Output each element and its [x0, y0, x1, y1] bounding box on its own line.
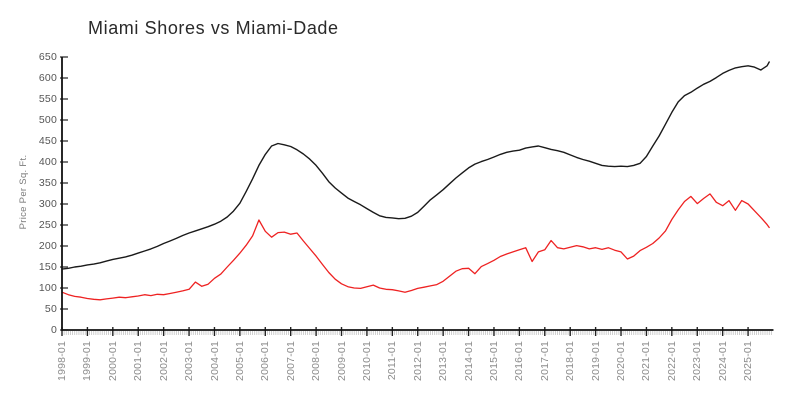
y-tick-label: 50 — [44, 303, 57, 315]
y-tick-label: 450 — [38, 135, 57, 147]
x-tick-label: 2011-01 — [386, 341, 399, 381]
chart-title: Miami Shores vs Miami-Dade — [88, 18, 339, 38]
x-tick-label: 1999-01 — [81, 341, 94, 381]
x-tick-label: 2014-01 — [462, 341, 475, 381]
x-tick-label: 2010-01 — [360, 341, 373, 381]
x-tick-label: 2004-01 — [208, 341, 221, 381]
x-axis-minor-ticks — [61, 331, 772, 335]
y-tick-label: 100 — [38, 282, 57, 294]
y-tick-label: 300 — [38, 198, 57, 210]
miami-dade-line — [61, 193, 770, 301]
x-tick-label: 2023-01 — [691, 341, 704, 381]
x-tick-label: 2006-01 — [259, 341, 272, 381]
x-tick-label: 2021-01 — [640, 341, 653, 381]
x-tick-label: 2024-01 — [716, 341, 729, 381]
x-tick-label: 2025-01 — [742, 341, 755, 381]
x-tick-label: 2005-01 — [233, 341, 246, 381]
x-tick-label: 2008-01 — [310, 341, 323, 381]
x-tick-label: 2019-01 — [589, 341, 602, 381]
y-tick-label: 200 — [38, 240, 57, 252]
x-tick-label: 2022-01 — [665, 341, 678, 381]
x-tick-label: 1998-01 — [56, 341, 68, 381]
y-tick-label: 600 — [38, 72, 57, 84]
miami-shores-line — [61, 61, 770, 270]
x-tick-label: 2002-01 — [157, 341, 170, 381]
y-tick-label: 400 — [38, 156, 57, 168]
x-tick-label: 2001-01 — [132, 341, 145, 381]
x-tick-label: 2015-01 — [488, 341, 500, 381]
x-tick-label: 2000-01 — [106, 341, 119, 381]
x-tick-label: 2016-01 — [513, 341, 526, 381]
x-axis-major-ticks — [61, 327, 749, 336]
y-tick-label: 350 — [38, 177, 57, 189]
x-tick-label: 2018-01 — [564, 341, 577, 381]
y-tick-label: 550 — [38, 93, 57, 105]
x-tick-label: 2020-01 — [615, 341, 627, 381]
y-tick-label: 250 — [38, 219, 57, 231]
x-tick-label: 2007-01 — [284, 341, 297, 381]
x-tick-label: 2003-01 — [183, 341, 196, 381]
y-tick-label: 650 — [38, 51, 57, 63]
y-tick-label: 150 — [38, 261, 57, 273]
x-tick-label: 2017-01 — [538, 341, 551, 381]
x-tick-label: 2012-01 — [411, 341, 424, 381]
y-tick-label: 0 — [50, 324, 57, 336]
x-tick-label: 2013-01 — [437, 341, 450, 381]
x-tick-label: 2009-01 — [335, 341, 348, 381]
y-tick-label: 500 — [38, 114, 57, 126]
